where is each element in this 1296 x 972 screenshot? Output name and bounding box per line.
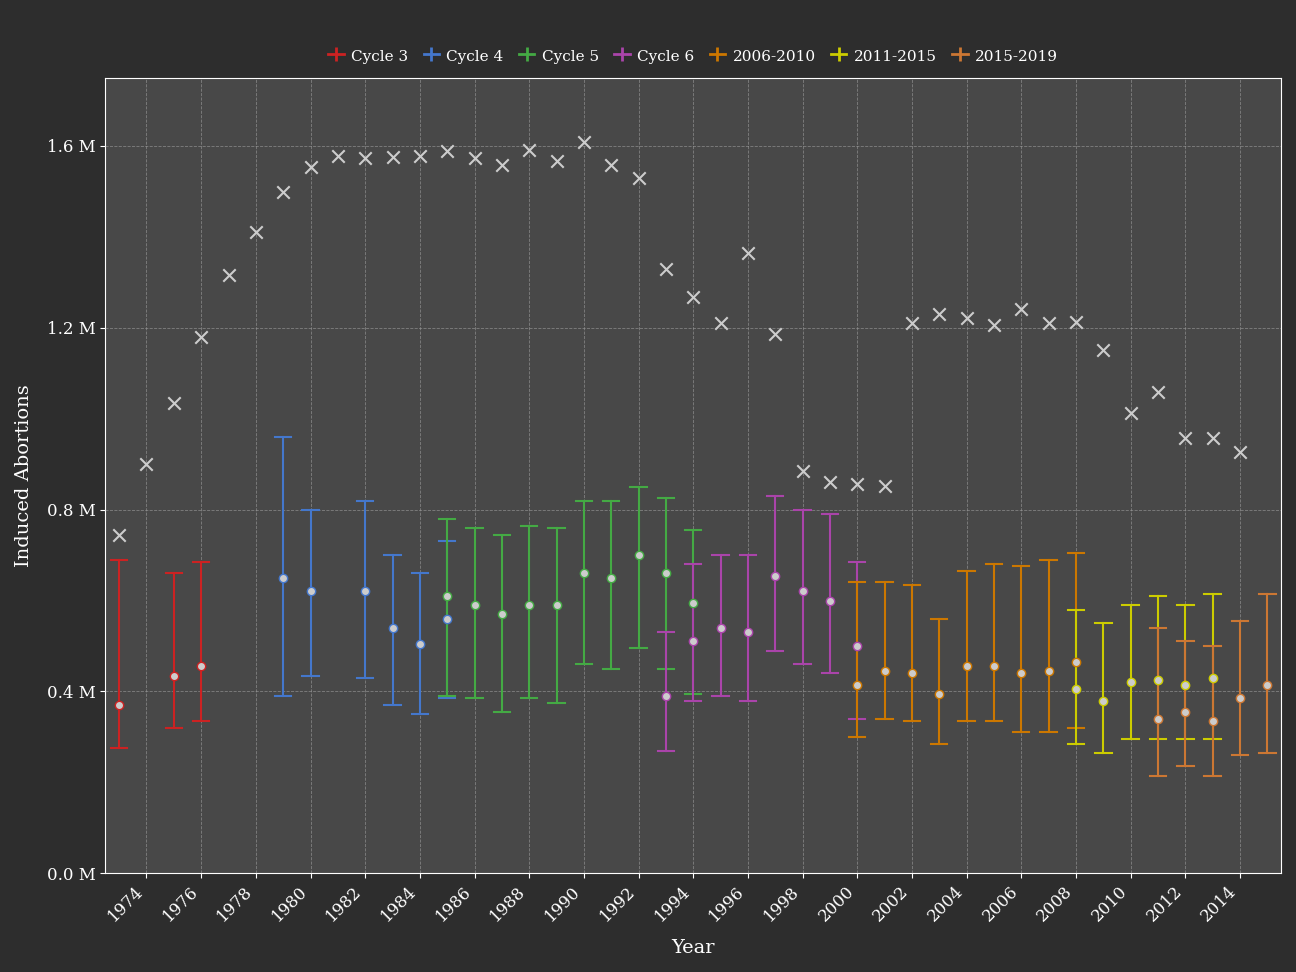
Point [1093, 342, 1113, 358]
Point [328, 149, 349, 164]
Point [1148, 385, 1169, 400]
Point [1175, 430, 1196, 445]
Point [574, 134, 595, 150]
Point [1065, 315, 1086, 330]
Point [546, 154, 566, 169]
Point [1230, 444, 1251, 460]
Point [191, 330, 211, 345]
Point [301, 159, 321, 175]
Y-axis label: Induced Abortions: Induced Abortions [16, 384, 32, 567]
Point [136, 457, 157, 472]
Point [902, 316, 923, 331]
Point [710, 316, 731, 331]
Point [1120, 405, 1140, 421]
Point [410, 149, 430, 164]
Point [437, 144, 457, 159]
Point [218, 267, 238, 283]
Point [109, 527, 130, 542]
Point [956, 310, 977, 326]
Point [1038, 316, 1059, 331]
Point [819, 474, 840, 490]
X-axis label: Year: Year [671, 939, 715, 957]
Point [273, 185, 294, 200]
Point [245, 225, 266, 240]
Point [382, 150, 403, 165]
Point [491, 156, 512, 172]
Point [683, 290, 704, 305]
Point [355, 150, 376, 165]
Point [518, 143, 539, 158]
Point [1203, 430, 1223, 445]
Point [163, 396, 184, 411]
Point [601, 157, 622, 173]
Point [656, 260, 677, 276]
Legend: Cycle 3, Cycle 4, Cycle 5, Cycle 6, 2006-2010, 2011-2015, 2015-2019: Cycle 3, Cycle 4, Cycle 5, Cycle 6, 2006… [323, 42, 1064, 70]
Point [737, 245, 758, 260]
Point [929, 306, 950, 322]
Point [1011, 301, 1032, 317]
Point [875, 477, 896, 493]
Point [792, 464, 813, 479]
Point [846, 476, 867, 492]
Point [984, 317, 1004, 332]
Point [629, 170, 649, 186]
Point [464, 150, 485, 165]
Point [765, 327, 785, 342]
